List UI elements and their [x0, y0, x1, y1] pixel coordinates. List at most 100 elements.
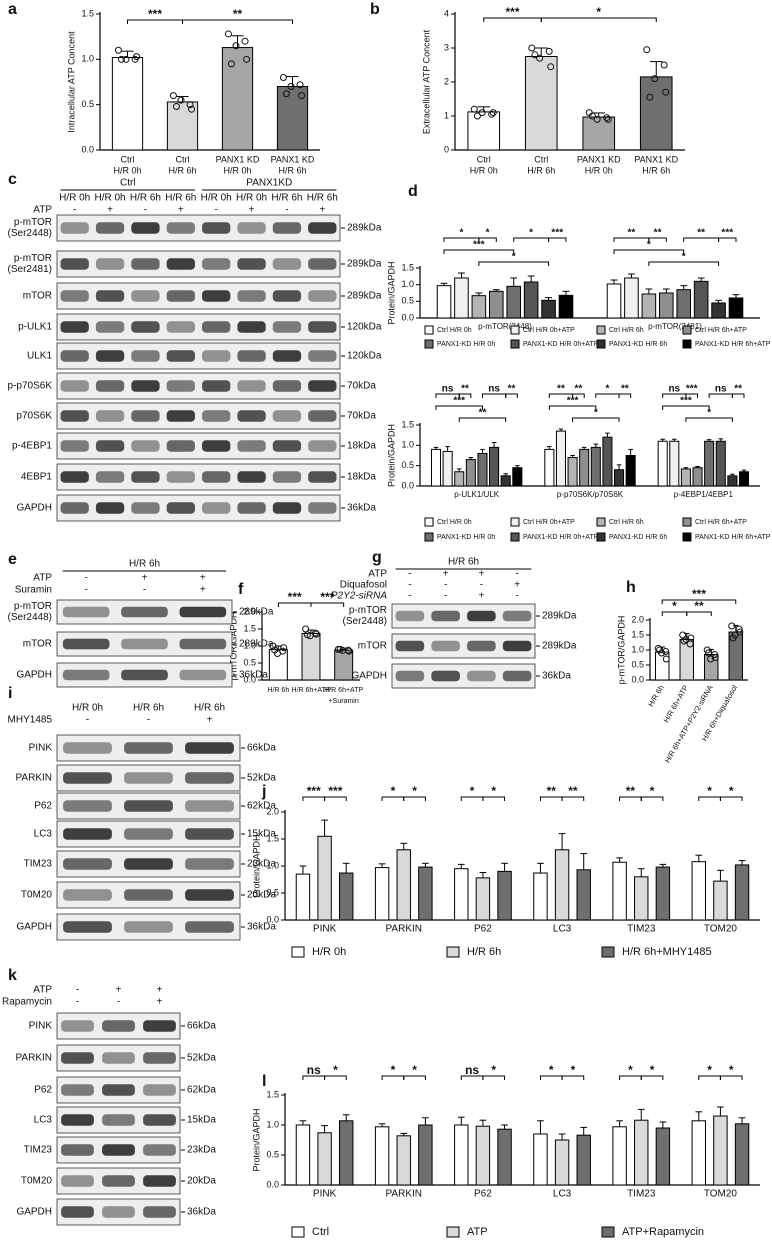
significance-label: *	[605, 384, 609, 395]
y-axis-label: Protein/GAPDH	[386, 261, 396, 324]
size-label: 15kDa	[187, 1115, 216, 1126]
legend-label: PANX1-KD H/R 0h	[437, 534, 495, 541]
blot-band	[185, 828, 234, 840]
significance-label: *	[491, 784, 496, 798]
bar	[454, 868, 469, 921]
blot-band	[166, 222, 195, 234]
x-tick-label: H/R 0h	[585, 165, 613, 175]
x-tick-label: PANX1 KD	[634, 154, 678, 164]
x-tick-label: Ctrl	[534, 154, 548, 164]
legend-swatch	[446, 946, 460, 958]
blot-band	[166, 321, 195, 333]
treatment-sign: -	[480, 580, 483, 591]
blot-band	[237, 410, 266, 422]
y-tick-label: 0	[444, 144, 449, 154]
bar	[704, 440, 715, 487]
row-label: GAPDH	[16, 922, 52, 933]
blot-band	[467, 640, 496, 652]
bar	[533, 872, 548, 921]
panel-letter: g	[372, 549, 382, 566]
y-tick-label: 0.5	[401, 460, 414, 470]
blot-band	[95, 471, 125, 483]
data-point	[593, 115, 601, 123]
treatment-sign: +	[107, 205, 113, 216]
bar	[554, 849, 570, 921]
bar	[641, 293, 657, 319]
treatment-name: Suramin	[15, 585, 52, 596]
y-axis-label: Extracellular ATP Concent	[421, 29, 431, 134]
size-label: 23kDa	[187, 1145, 216, 1156]
x-tick-label: p-mTOR(2448)	[478, 322, 532, 331]
significance-label: **	[568, 784, 578, 798]
y-tick-label: 1.0	[401, 440, 414, 450]
blot-band	[395, 640, 425, 652]
x-tick-label: p-p70S6K/p70S6K	[557, 490, 624, 499]
blot-band	[124, 742, 173, 754]
blot-band	[166, 258, 195, 270]
lane-condition: H/R 0h	[201, 193, 232, 204]
panel-letter: k	[8, 967, 17, 984]
x-tick-label: H/R 6h+ATP	[292, 687, 331, 694]
blot-band	[63, 921, 112, 933]
panel-letter: f	[238, 581, 244, 598]
data-point	[186, 101, 194, 109]
blot-band	[102, 1175, 135, 1187]
y-axis-label: p-mTOR/GAPDH	[616, 616, 626, 685]
data-point	[287, 83, 295, 91]
blot-band	[272, 258, 302, 270]
blot-band	[237, 471, 266, 483]
significance-label: ns	[488, 384, 500, 395]
bar	[711, 302, 726, 319]
panel-letter: h	[626, 579, 636, 596]
significance-bracket	[310, 602, 345, 607]
row-label: PINK	[29, 1021, 53, 1032]
blot-band	[95, 350, 125, 362]
blot-band	[166, 410, 195, 422]
significance-label: ***	[453, 396, 465, 407]
data-point	[114, 46, 122, 54]
lane-condition: H/R 0h	[236, 193, 267, 204]
lane-condition: H/R 6h	[307, 193, 338, 204]
blot-band	[131, 222, 160, 234]
x-tick-label: PANX1 KD	[577, 154, 621, 164]
significance-bracket	[443, 249, 515, 254]
blot-band	[95, 258, 125, 270]
significance-bracket	[458, 393, 472, 398]
treatment-sign: -	[444, 580, 447, 591]
size-label: 62kDa	[247, 801, 276, 812]
data-point	[122, 55, 130, 63]
blot-band	[272, 471, 302, 483]
significance-label: ***	[686, 384, 698, 395]
data-point	[303, 631, 311, 639]
significance-bracket	[482, 1075, 506, 1080]
significance-label: *	[594, 408, 598, 419]
y-tick-label: 1.5	[401, 262, 414, 272]
significance-label: *	[391, 784, 396, 798]
blot-band	[102, 1144, 135, 1156]
blot-band	[95, 502, 125, 514]
treatment-sign: +	[443, 569, 449, 580]
significance-label: ns	[465, 1063, 479, 1077]
row-label: T0M20	[21, 890, 53, 901]
y-tick-label: 0.5	[266, 1149, 279, 1159]
y-tick-label: 0.0	[401, 480, 414, 490]
treatment-name: Diquafosol	[340, 580, 387, 591]
y-tick-label: 1.5	[401, 419, 414, 429]
data-point	[478, 109, 486, 117]
blot-band	[143, 1175, 176, 1187]
blot-header: PANX1KD	[246, 178, 292, 189]
blot-band	[95, 222, 125, 234]
bar	[612, 861, 627, 921]
lane-condition: H/R 6h	[271, 193, 302, 204]
blot-band	[95, 410, 125, 422]
significance-bracket	[478, 261, 550, 266]
x-tick-label: H/R 6h+ATP	[324, 687, 363, 694]
treatment-name: ATP	[33, 205, 52, 216]
blot-band	[95, 321, 125, 333]
treatment-name: MHY1485	[8, 715, 53, 726]
blot-band	[61, 1020, 94, 1032]
blot-band	[179, 638, 227, 650]
legend-label: H/R 6h	[467, 946, 501, 958]
row-label: p-mTOR	[14, 253, 52, 264]
